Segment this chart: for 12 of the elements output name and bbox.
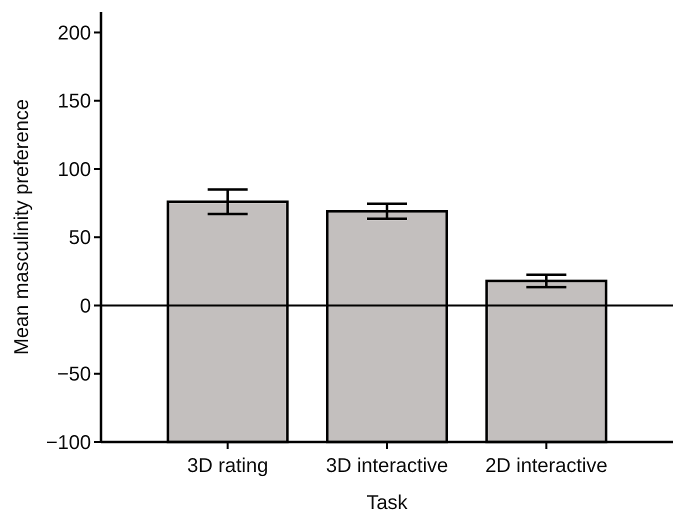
y-axis-title: Mean masculinity preference (11, 99, 33, 355)
x-tick-label: 3D rating (187, 455, 268, 477)
y-tick-label: 50 (68, 227, 91, 250)
y-tick-label: 200 (58, 22, 91, 44)
x-tick-label: 2D interactive (485, 455, 608, 477)
y-tick-label: 0 (80, 295, 91, 318)
y-tick-label: −50 (57, 364, 91, 386)
x-axis-title: Task (366, 492, 409, 514)
y-tick-label: −100 (46, 432, 91, 454)
y-tick-label: 150 (58, 90, 91, 113)
y-tick-label: 100 (58, 158, 91, 181)
x-tick-label: 3D interactive (326, 455, 448, 477)
